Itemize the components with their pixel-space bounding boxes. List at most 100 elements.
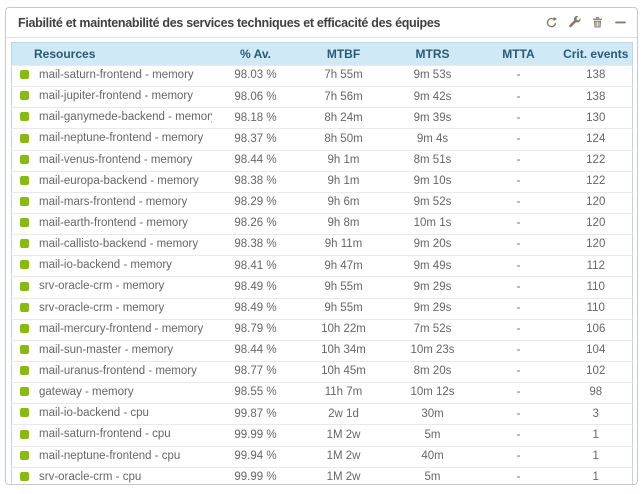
cell-crit: 98 [559, 382, 633, 404]
resource-name: mail-europa-backend - memory [39, 174, 199, 187]
cell-crit: 110 [559, 276, 633, 299]
cell-resource: mail-neptune-frontend - memory [11, 128, 212, 151]
table-row[interactable]: srv-oracle-crm - cpu 99.99 % 1M 2w 5m -1 [11, 466, 633, 484]
cell-crit: 1 [559, 466, 633, 484]
cell-crit: 138 [559, 64, 633, 87]
cell-mtrs: 10m 12s [387, 382, 478, 404]
settings-button[interactable] [567, 16, 581, 30]
column-header-crit[interactable]: Crit. events [559, 42, 633, 66]
status-ok-icon [20, 133, 29, 143]
cell-mtta: - [477, 466, 560, 484]
column-header-mtrs[interactable]: MTRS [387, 42, 478, 66]
widget-title: Fiabilité et maintenabilité des services… [18, 15, 441, 30]
cell-mtrs: 30m [387, 403, 478, 425]
status-ok-icon [20, 260, 29, 270]
collapse-button[interactable] [613, 16, 627, 30]
table-row[interactable]: mail-europa-backend - memory 98.38 % 9h 1m… [11, 170, 633, 193]
status-ok-icon [20, 366, 29, 376]
cell-mtbf: 7h 56m [299, 86, 388, 108]
cell-resource: mail-mars-frontend - memory [11, 191, 212, 214]
cell-crit: 120 [559, 234, 633, 256]
status-ok-icon [20, 91, 29, 101]
table-row[interactable]: srv-oracle-crm - memory 98.49 % 9h 55m 9m 2… [11, 297, 633, 320]
cell-resource: mail-io-backend - memory [11, 255, 212, 277]
cell-availability: 98.44 % [211, 149, 300, 172]
delete-button[interactable] [590, 16, 604, 30]
resource-name: mail-mars-frontend - memory [39, 195, 188, 208]
status-ok-icon [20, 429, 29, 439]
table-row[interactable]: gateway - memory 98.55 % 11h 7m 10m 12s -98 [11, 382, 633, 404]
column-header-resource[interactable]: Resources [11, 42, 212, 66]
column-header-mtbf[interactable]: MTBF [299, 42, 388, 66]
cell-crit: 122 [559, 170, 633, 193]
cell-mtbf: 9h 55m [299, 297, 388, 320]
cell-resource: srv-oracle-crm - cpu [11, 466, 212, 484]
table-row[interactable]: mail-io-backend - cpu 99.87 % 2w 1d 30m -3 [11, 403, 633, 425]
cell-crit: 1 [559, 424, 633, 447]
cell-mtta: - [477, 212, 560, 235]
cell-availability: 98.79 % [211, 318, 300, 341]
cell-crit: 130 [559, 107, 633, 129]
cell-mtrs: 5m [387, 424, 478, 447]
cell-mtbf: 10h 34m [299, 339, 388, 362]
table-body: mail-saturn-frontend - memory 98.03 % 7h 5… [11, 64, 633, 484]
resource-name: srv-oracle-crm - memory [39, 301, 165, 314]
cell-mtrs: 9m 29s [387, 276, 478, 299]
cell-crit: 104 [559, 339, 633, 362]
resource-name: mail-neptune-frontend - memory [39, 132, 204, 145]
cell-resource: mail-callisto-backend - memory [11, 234, 212, 256]
cell-mtrs: 9m 49s [387, 255, 478, 277]
table-row[interactable]: mail-saturn-frontend - cpu 99.99 % 1M 2w 5m… [11, 424, 633, 447]
cell-resource: srv-oracle-crm - memory [11, 297, 212, 320]
table-row[interactable]: mail-venus-frontend - memory 98.44 % 9h 1m… [11, 149, 633, 172]
resource-name: mail-mercury-frontend - memory [39, 322, 204, 335]
status-ok-icon [20, 302, 29, 312]
cell-mtbf: 8h 50m [299, 128, 388, 151]
column-header-availability[interactable]: % Av. [211, 42, 300, 66]
cell-resource: srv-oracle-crm - memory [11, 276, 212, 299]
table-row[interactable]: mail-io-backend - memory 98.41 % 9h 47m 9m … [11, 255, 633, 277]
table-row[interactable]: mail-neptune-frontend - memory 98.37 % 8h … [11, 128, 633, 151]
cell-crit: 102 [559, 360, 633, 383]
status-ok-icon [20, 70, 29, 80]
minus-icon [614, 21, 626, 24]
cell-mtbf: 1M 2w [299, 424, 388, 447]
table-row[interactable]: mail-mars-frontend - memory 98.29 % 9h 6m 9… [11, 191, 633, 214]
resource-name: srv-oracle-crm - memory [39, 280, 165, 293]
cell-availability: 98.18 % [211, 107, 300, 129]
cell-availability: 98.38 % [211, 234, 300, 256]
resource-name: mail-sun-master - memory [39, 343, 174, 356]
table-row[interactable]: mail-neptune-frontend - cpu 99.94 % 1M 2w 4… [11, 445, 633, 468]
status-ok-icon [20, 154, 29, 164]
cell-mtbf: 8h 24m [299, 107, 388, 129]
table-row[interactable]: mail-uranus-frontend - memory 98.77 % 10h … [11, 360, 633, 383]
status-ok-icon [20, 281, 29, 291]
cell-availability: 98.37 % [211, 128, 300, 151]
cell-mtbf: 10h 45m [299, 360, 388, 383]
table-row[interactable]: mail-jupiter-frontend - memory 98.06 % 7h … [11, 86, 633, 108]
cell-resource: mail-venus-frontend - memory [11, 149, 212, 172]
table-row[interactable]: mail-earth-frontend - memory 98.26 % 9h 8m… [11, 212, 633, 235]
widget-title-bar: Fiabilité et maintenabilité des services… [6, 8, 637, 38]
refresh-icon [546, 16, 557, 28]
column-header-mtta[interactable]: MTTA [477, 42, 560, 66]
status-ok-icon [20, 323, 29, 333]
cell-mtbf: 9h 1m [299, 149, 388, 172]
table-row[interactable]: mail-callisto-backend - memory 98.38 % 9h … [11, 234, 633, 256]
resource-name: mail-io-backend - memory [39, 259, 172, 272]
table-row[interactable]: mail-ganymede-backend - memory 98.18 % 8h … [11, 107, 633, 129]
cell-availability: 98.55 % [211, 382, 300, 404]
cell-mtbf: 9h 6m [299, 191, 388, 214]
cell-mtrs: 8m 51s [387, 149, 478, 172]
cell-availability: 98.29 % [211, 191, 300, 214]
status-ok-icon [20, 471, 29, 481]
cell-availability: 98.03 % [211, 64, 300, 87]
cell-availability: 98.77 % [211, 360, 300, 383]
cell-mtta: - [477, 403, 560, 425]
table-row[interactable]: mail-mercury-frontend - memory 98.79 % 10h… [11, 318, 633, 341]
table-row[interactable]: mail-sun-master - memory 98.44 % 10h 34m 10… [11, 339, 633, 362]
table-row[interactable]: srv-oracle-crm - memory 98.49 % 9h 55m 9m 2… [11, 276, 633, 299]
refresh-button[interactable] [544, 16, 558, 30]
table-row[interactable]: mail-saturn-frontend - memory 98.03 % 7h 5… [11, 64, 633, 87]
cell-mtrs: 8m 20s [387, 360, 478, 383]
